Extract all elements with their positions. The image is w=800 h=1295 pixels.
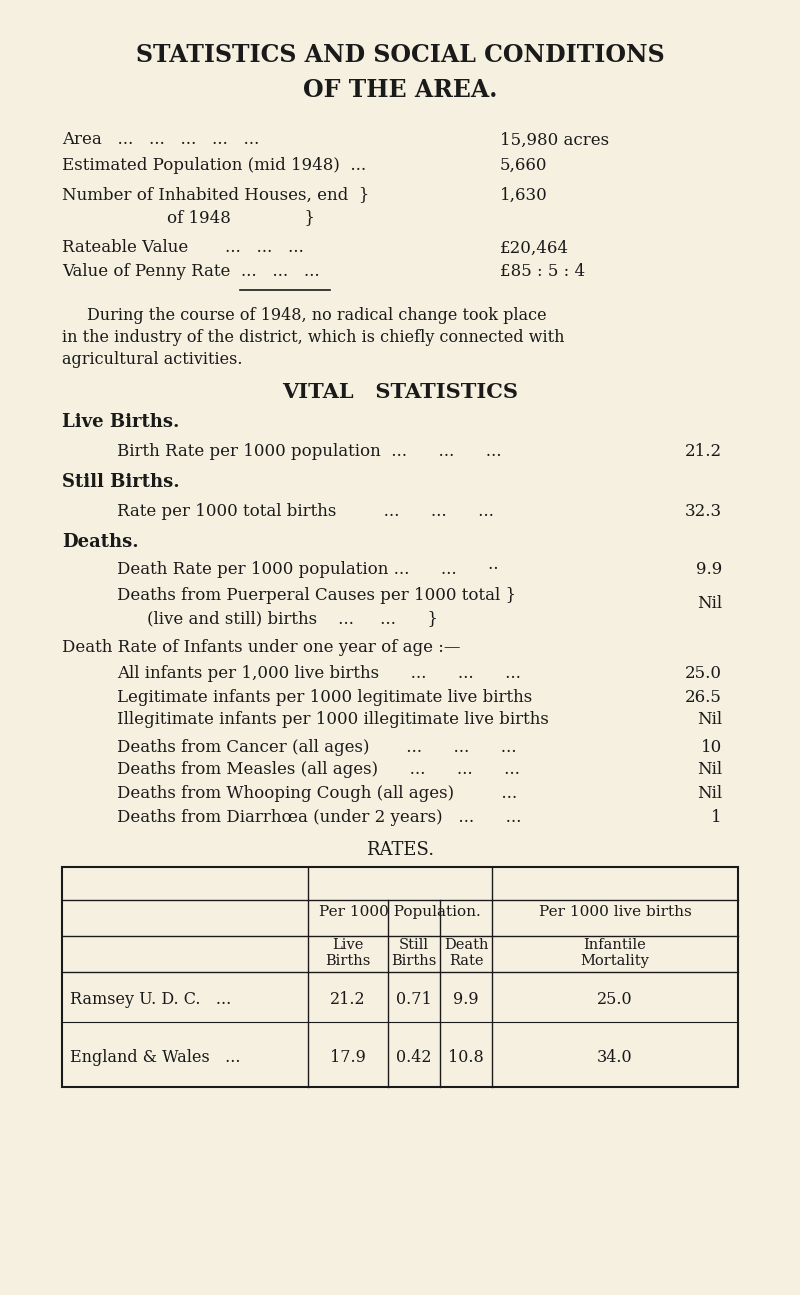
Text: All infants per 1,000 live births      ...      ...      ...: All infants per 1,000 live births ... ..… <box>117 666 521 682</box>
Text: 0.71: 0.71 <box>396 992 432 1009</box>
Text: 32.3: 32.3 <box>685 504 722 521</box>
Text: Infantile
Mortality: Infantile Mortality <box>581 938 650 969</box>
Text: of 1948              }: of 1948 } <box>62 210 315 227</box>
Text: Rateable Value       ...   ...   ...: Rateable Value ... ... ... <box>62 240 304 256</box>
Text: Per 1000 Population.: Per 1000 Population. <box>319 905 481 919</box>
Text: 21.2: 21.2 <box>330 992 366 1009</box>
Text: During the course of 1948, no radical change took place: During the course of 1948, no radical ch… <box>87 307 546 324</box>
Text: Nil: Nil <box>697 594 722 611</box>
Text: Per 1000 live births: Per 1000 live births <box>538 905 691 919</box>
Text: 9.9: 9.9 <box>696 562 722 579</box>
Text: Death
Rate: Death Rate <box>444 938 488 969</box>
Text: Rate per 1000 total births         ...      ...      ...: Rate per 1000 total births ... ... ... <box>117 504 494 521</box>
Text: Live Births.: Live Births. <box>62 413 179 431</box>
Text: 15,980 acres: 15,980 acres <box>500 132 609 149</box>
Text: Deaths from Cancer (all ages)       ...      ...      ...: Deaths from Cancer (all ages) ... ... ..… <box>117 738 517 755</box>
Text: 9.9: 9.9 <box>453 992 479 1009</box>
Text: in the industry of the district, which is chiefly connected with: in the industry of the district, which i… <box>62 329 565 346</box>
Text: Legitimate infants per 1000 legitimate live births: Legitimate infants per 1000 legitimate l… <box>117 689 532 706</box>
Text: England & Wales   ...: England & Wales ... <box>70 1049 241 1066</box>
Text: Nil: Nil <box>697 785 722 802</box>
Text: 25.0: 25.0 <box>685 666 722 682</box>
Text: Death Rate of Infants under one year of age :—: Death Rate of Infants under one year of … <box>62 638 461 655</box>
Text: VITAL   STATISTICS: VITAL STATISTICS <box>282 382 518 401</box>
Text: Deaths from Measles (all ages)      ...      ...      ...: Deaths from Measles (all ages) ... ... .… <box>117 761 520 778</box>
Text: 10.8: 10.8 <box>448 1049 484 1066</box>
Text: Still
Births: Still Births <box>391 938 437 969</box>
Text: Birth Rate per 1000 population  ...      ...      ...: Birth Rate per 1000 population ... ... .… <box>117 443 502 461</box>
Text: Deaths from Puerperal Causes per 1000 total }: Deaths from Puerperal Causes per 1000 to… <box>117 588 516 605</box>
Text: (live and still) births    ...     ...      }: (live and still) births ... ... } <box>147 610 438 628</box>
Text: 1: 1 <box>711 808 722 825</box>
Text: £85 : 5 : 4: £85 : 5 : 4 <box>500 263 585 281</box>
Text: STATISTICS AND SOCIAL CONDITIONS: STATISTICS AND SOCIAL CONDITIONS <box>136 43 664 67</box>
Text: OF THE AREA.: OF THE AREA. <box>303 78 497 102</box>
Text: Live
Births: Live Births <box>326 938 370 969</box>
Bar <box>62 866 738 1087</box>
Text: Estimated Population (mid 1948)  ...: Estimated Population (mid 1948) ... <box>62 157 366 174</box>
Text: 21.2: 21.2 <box>685 443 722 461</box>
Text: Illegitimate infants per 1000 illegitimate live births: Illegitimate infants per 1000 illegitima… <box>117 711 549 729</box>
Text: 26.5: 26.5 <box>685 689 722 706</box>
Text: Death Rate per 1000 population ...      ...      ··: Death Rate per 1000 population ... ... ·… <box>117 562 498 579</box>
Text: Value of Penny Rate  ...   ...   ...: Value of Penny Rate ... ... ... <box>62 263 320 281</box>
Text: Nil: Nil <box>697 711 722 729</box>
Text: agricultural activities.: agricultural activities. <box>62 351 242 368</box>
Text: 5,660: 5,660 <box>500 157 547 174</box>
Text: RATES.: RATES. <box>366 840 434 859</box>
Text: Still Births.: Still Births. <box>62 473 180 491</box>
Text: Area   ...   ...   ...   ...   ...: Area ... ... ... ... ... <box>62 132 259 149</box>
Text: £20,464: £20,464 <box>500 240 569 256</box>
Text: 1,630: 1,630 <box>500 186 548 203</box>
Text: 34.0: 34.0 <box>597 1049 633 1066</box>
Text: 25.0: 25.0 <box>597 992 633 1009</box>
Text: 17.9: 17.9 <box>330 1049 366 1066</box>
Text: Deaths.: Deaths. <box>62 534 138 550</box>
Text: Deaths from Whooping Cough (all ages)         ...: Deaths from Whooping Cough (all ages) ..… <box>117 785 517 802</box>
Text: 10: 10 <box>701 738 722 755</box>
Text: Deaths from Diarrhœa (under 2 years)   ...      ...: Deaths from Diarrhœa (under 2 years) ...… <box>117 808 522 825</box>
Text: Number of Inhabited Houses, end  }: Number of Inhabited Houses, end } <box>62 186 370 203</box>
Text: 0.42: 0.42 <box>396 1049 432 1066</box>
Text: Ramsey U. D. C.   ...: Ramsey U. D. C. ... <box>70 992 231 1009</box>
Text: Nil: Nil <box>697 761 722 778</box>
